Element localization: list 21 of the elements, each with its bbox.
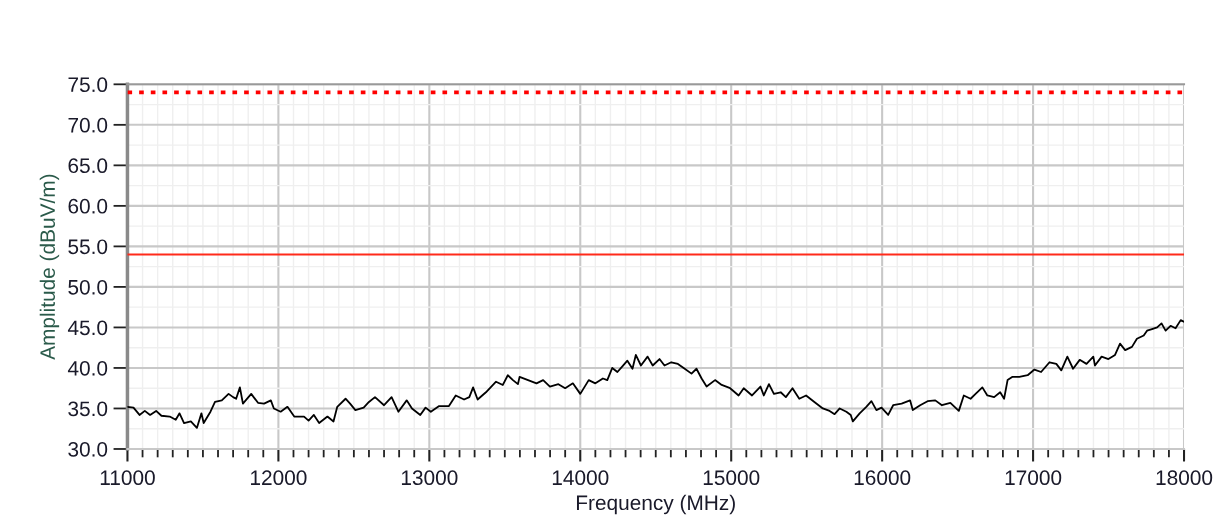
y-tick-label: 45.0	[67, 320, 108, 336]
x-tick-label: 16000	[854, 470, 911, 486]
x-tick-label: 12000	[251, 470, 307, 486]
y-tick-label: 30.0	[68, 441, 108, 457]
y-tick-label: 65.0	[68, 158, 108, 174]
x-tick-label: 17000	[1005, 470, 1062, 486]
x-axis-title: Frequency (MHz)	[577, 494, 735, 515]
y-tick-label: 60.0	[68, 198, 108, 214]
y-axis-title: Amplitude (dBuV/m)	[39, 174, 60, 360]
y-tick-label: 75.0	[68, 77, 108, 93]
y-tick-label: 35.0	[68, 401, 108, 417]
x-tick-label: 13000	[401, 470, 458, 486]
x-tick-label: 14000	[552, 470, 609, 486]
x-tick-label: 18000	[1156, 470, 1213, 486]
x-tick-label: 11000	[100, 470, 155, 486]
y-tick-label: 55.0	[68, 239, 108, 255]
line-series	[127, 319, 1185, 429]
y-tick-label: 40.0	[67, 360, 108, 376]
y-tick-label: 50.0	[68, 279, 108, 295]
x-tick-label: 15000	[703, 470, 760, 486]
y-tick-label: 70.0	[68, 117, 108, 133]
